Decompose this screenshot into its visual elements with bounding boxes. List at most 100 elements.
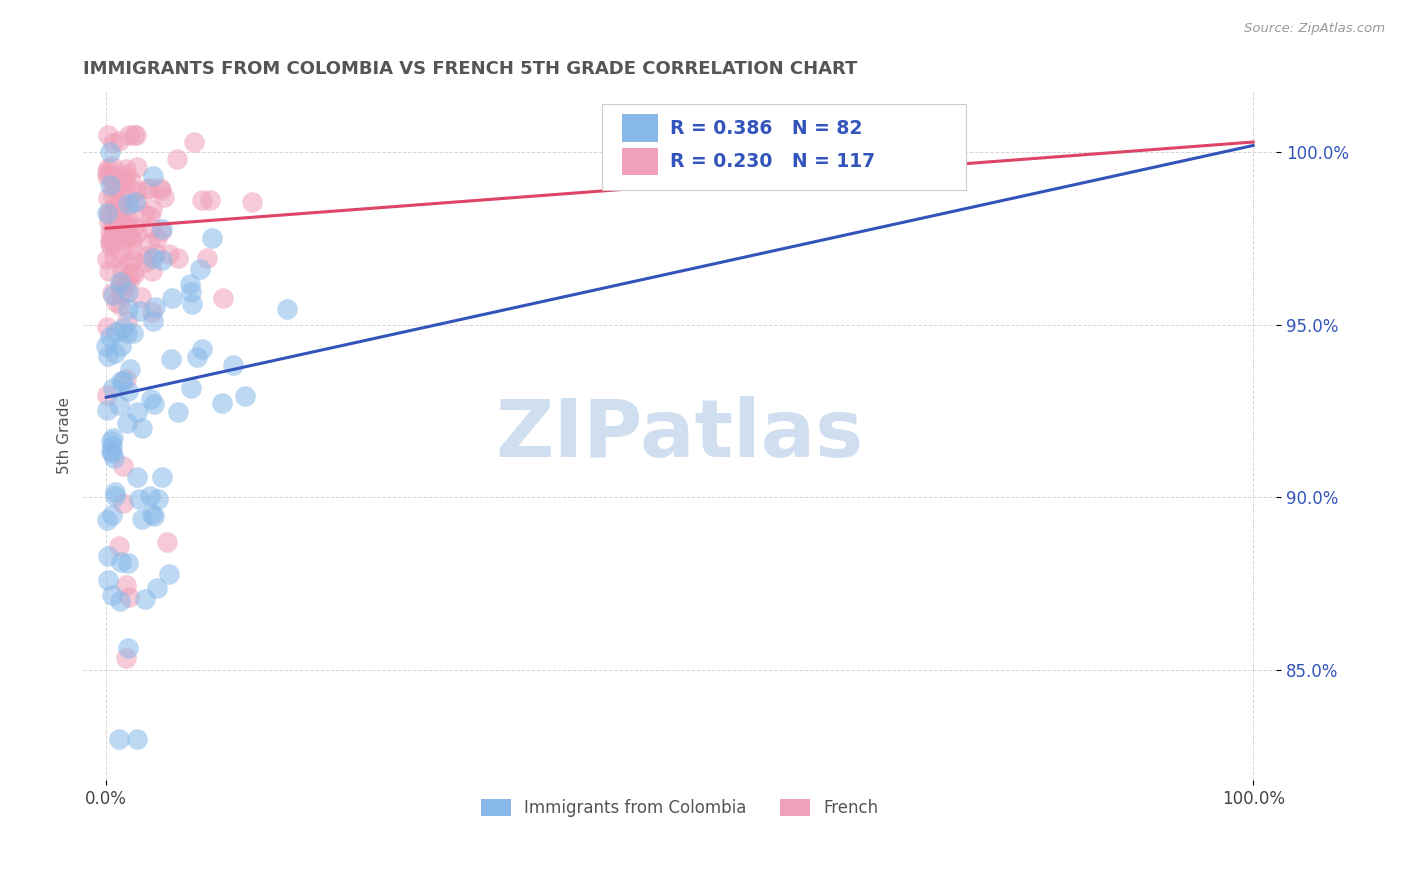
Point xyxy=(110,298,132,312)
Point xyxy=(117,212,139,227)
Point xyxy=(104,173,127,187)
Point xyxy=(115,577,138,591)
Point xyxy=(101,445,124,459)
Point xyxy=(98,215,121,229)
Point xyxy=(120,361,142,376)
Point xyxy=(100,434,122,448)
Text: IMMIGRANTS FROM COLOMBIA VS FRENCH 5TH GRADE CORRELATION CHART: IMMIGRANTS FROM COLOMBIA VS FRENCH 5TH G… xyxy=(83,60,858,78)
Point xyxy=(118,268,141,283)
Point xyxy=(114,277,136,292)
Point xyxy=(96,388,118,402)
Point xyxy=(100,239,122,253)
Point xyxy=(97,191,120,205)
Point xyxy=(139,209,162,223)
Text: R = 0.230   N = 117: R = 0.230 N = 117 xyxy=(671,152,876,171)
Point xyxy=(112,320,135,334)
Point xyxy=(145,246,167,260)
Point xyxy=(191,342,214,356)
Point xyxy=(233,388,256,402)
Point xyxy=(131,421,153,435)
Point xyxy=(111,215,134,229)
Point xyxy=(142,508,165,523)
Point xyxy=(104,345,127,359)
Point xyxy=(101,189,124,203)
Point xyxy=(142,314,165,328)
Point xyxy=(96,165,118,179)
Point xyxy=(110,196,132,211)
Point xyxy=(125,405,148,419)
Point xyxy=(104,484,127,499)
Point xyxy=(150,222,173,236)
Point xyxy=(160,352,183,367)
Point xyxy=(127,194,149,209)
FancyBboxPatch shape xyxy=(602,104,966,190)
Point xyxy=(110,374,132,388)
Point xyxy=(148,491,170,506)
Point xyxy=(110,555,132,569)
Point xyxy=(104,227,127,242)
Point xyxy=(115,161,138,176)
Point xyxy=(142,252,165,266)
Point xyxy=(112,204,135,219)
Bar xyxy=(623,147,658,175)
Text: ZIPatlas: ZIPatlas xyxy=(495,396,863,475)
Point xyxy=(100,145,122,160)
Point xyxy=(156,535,179,549)
Point xyxy=(101,159,124,173)
Y-axis label: 5th Grade: 5th Grade xyxy=(58,397,72,474)
Point xyxy=(103,489,125,503)
Point xyxy=(108,279,131,293)
Point xyxy=(162,291,184,305)
Point xyxy=(150,253,173,268)
Point xyxy=(110,339,132,353)
Point xyxy=(97,549,120,564)
Point xyxy=(117,196,139,211)
Point xyxy=(118,590,141,604)
Point xyxy=(120,188,142,202)
Point xyxy=(103,431,125,445)
Point xyxy=(117,556,139,570)
Point xyxy=(108,275,131,289)
Point xyxy=(97,161,120,175)
Point xyxy=(222,358,245,372)
Point xyxy=(114,651,136,665)
Point xyxy=(125,185,148,199)
Point xyxy=(104,325,127,339)
Point xyxy=(240,195,263,210)
Legend: Immigrants from Colombia, French: Immigrants from Colombia, French xyxy=(474,792,886,823)
Point xyxy=(195,251,218,265)
Point xyxy=(101,233,124,247)
Point xyxy=(97,128,120,142)
Point xyxy=(97,264,120,278)
Point xyxy=(122,326,145,341)
Point xyxy=(103,136,125,151)
Point xyxy=(149,180,172,194)
Point xyxy=(191,193,214,207)
Point xyxy=(118,128,141,142)
Point xyxy=(96,252,118,267)
Point xyxy=(149,224,172,238)
Point xyxy=(101,381,124,395)
Point xyxy=(96,513,118,527)
Point xyxy=(101,222,124,236)
Point xyxy=(96,339,118,353)
Point xyxy=(183,135,205,149)
Point xyxy=(153,190,176,204)
Point xyxy=(105,169,128,184)
Point xyxy=(101,588,124,602)
Point xyxy=(117,301,139,316)
Point xyxy=(104,200,127,214)
Point xyxy=(125,469,148,483)
Point xyxy=(110,234,132,248)
Point xyxy=(115,167,138,181)
Point xyxy=(157,247,180,261)
Point xyxy=(180,285,202,299)
Point xyxy=(141,507,163,521)
Point xyxy=(112,374,135,388)
Point xyxy=(105,178,128,193)
Point xyxy=(115,177,138,191)
Point xyxy=(103,230,125,244)
Point xyxy=(108,398,131,412)
Point xyxy=(146,581,169,595)
Point xyxy=(146,231,169,245)
